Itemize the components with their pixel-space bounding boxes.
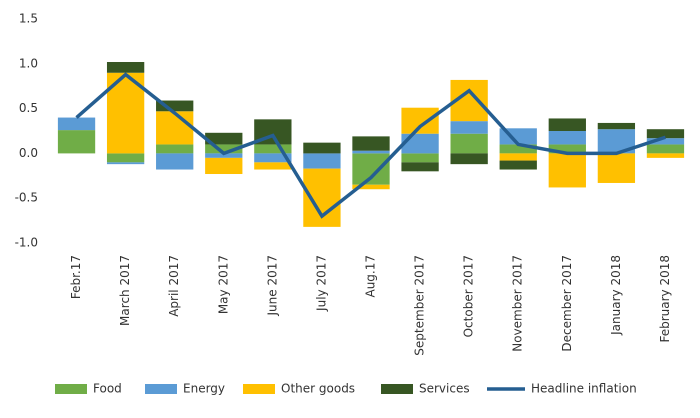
bar [548, 153, 586, 188]
bar [156, 100, 194, 112]
bar [499, 153, 537, 161]
bar [548, 144, 586, 154]
x-tick-label: May 2017 [216, 255, 230, 314]
legend-label: Services [419, 382, 470, 396]
bar [156, 153, 194, 170]
legend-swatch [145, 384, 177, 394]
bar [106, 62, 145, 73]
bar [57, 130, 96, 154]
y-tick-label: -0.5 [15, 191, 38, 205]
bar [450, 133, 488, 154]
y-tick-label: 1.5 [19, 12, 38, 26]
x-tick-label: Febr.17 [69, 255, 83, 299]
bar [254, 144, 292, 154]
bar [205, 132, 243, 145]
bar [450, 153, 488, 165]
legend-swatch [243, 384, 275, 394]
bar [646, 153, 685, 158]
y-tick-label: 1.0 [19, 56, 38, 70]
bar [401, 107, 439, 134]
bar [254, 162, 292, 170]
bar [205, 153, 243, 158]
bar [352, 184, 390, 190]
x-tick-label: June 2017 [265, 255, 279, 317]
bar [156, 111, 194, 145]
x-tick-label: February 2018 [658, 255, 672, 343]
bar [106, 162, 145, 165]
legend-swatch [55, 384, 87, 394]
bar [597, 153, 636, 183]
bar [401, 133, 439, 154]
x-tick-label: November 2017 [511, 255, 525, 352]
bar [401, 162, 439, 172]
bar [352, 136, 390, 151]
bar [106, 153, 145, 163]
bar [646, 138, 685, 145]
bar [254, 153, 292, 163]
x-tick-label: October 2017 [462, 255, 476, 337]
bar [57, 117, 96, 131]
bar [646, 129, 685, 139]
bar [205, 144, 243, 154]
bar [548, 118, 586, 131]
y-tick-label: 0.0 [19, 146, 38, 160]
x-tick-label: Aug.17 [364, 255, 378, 298]
bar [499, 160, 537, 170]
x-tick-label: March 2017 [118, 255, 132, 326]
bar [352, 150, 390, 154]
bar [597, 122, 636, 130]
x-tick-label: September 2017 [413, 255, 427, 356]
x-tick-label: April 2017 [167, 255, 181, 317]
bar [499, 144, 537, 154]
legend-label: Other goods [281, 382, 355, 396]
legend-label: Food [93, 382, 122, 396]
line [75, 72, 667, 219]
bar [548, 131, 586, 145]
bar [646, 144, 685, 154]
bar [205, 157, 243, 175]
bar [303, 142, 341, 154]
bar [303, 153, 341, 169]
bar [450, 121, 488, 134]
legend-swatch [381, 384, 413, 394]
x-tick-label: December 2017 [560, 255, 574, 352]
y-tick-label: -1.0 [15, 236, 38, 250]
legend-label: Energy [183, 382, 225, 396]
bar [352, 153, 390, 185]
x-tick-label: July 2017 [314, 255, 328, 312]
y-tick-label: 0.5 [19, 101, 38, 115]
bar [401, 153, 439, 163]
legend-label: Headline inflation [531, 382, 637, 396]
x-tick-label: January 2018 [609, 255, 623, 336]
bar [156, 144, 194, 154]
